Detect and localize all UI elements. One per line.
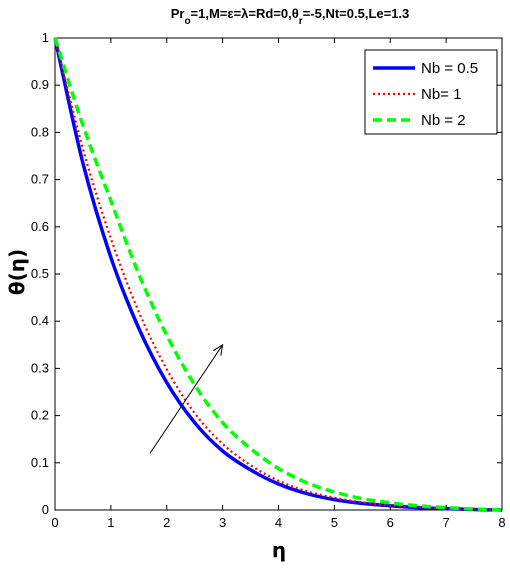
y-tick-label: 0.2 [31,408,49,423]
y-axis: 0 0.1 0.2 0.3 0.4 0.5 0.6 0.7 0.8 0.9 1 [31,30,502,517]
y-tick-label: 0.8 [31,124,49,139]
annotation-layer [149,343,224,454]
legend-label-1: Nb = 0.5 [421,60,478,77]
y-tick-label: 0.5 [31,266,49,281]
y-tick-label: 0.1 [31,455,49,470]
x-axis: 0 1 2 3 4 5 6 7 8 [51,38,506,530]
legend-label-3: Nb = 2 [421,112,466,129]
x-tick-label: 8 [498,515,505,530]
series-line-2 [53,37,503,512]
legend: Nb = 0.5 Nb= 1 Nb = 2 [364,49,498,135]
legend-label-2: Nb= 1 [421,86,461,103]
y-tick-label: 0.6 [31,219,49,234]
arrow-head [213,343,224,356]
y-tick-label: 0.9 [31,77,49,92]
x-tick-label: 3 [219,515,226,530]
arrow-shaft [149,344,224,454]
series-line-3 [53,37,503,512]
chart-title: Pro=1,M=ε=λ=Rd=0,θr=-5,Nt=0.5,Le=1.3 [171,6,410,27]
x-tick-label: 7 [443,515,450,530]
y-axis-label: θ(η) [5,249,29,295]
y-tick-label: 0.7 [31,172,49,187]
y-tick-label: 0.4 [31,313,49,328]
y-tick-label: 0 [42,502,49,517]
x-tick-label: 2 [163,515,170,530]
x-tick-label: 5 [331,515,338,530]
x-tick-label: 4 [275,515,282,530]
x-tick-label: 0 [51,515,58,530]
series-layer [53,37,503,512]
x-axis-label: η [272,538,286,562]
y-tick-label: 0.3 [31,360,49,375]
y-tick-label: 1 [42,30,49,45]
x-tick-label: 6 [387,515,394,530]
x-tick-label: 1 [107,515,114,530]
